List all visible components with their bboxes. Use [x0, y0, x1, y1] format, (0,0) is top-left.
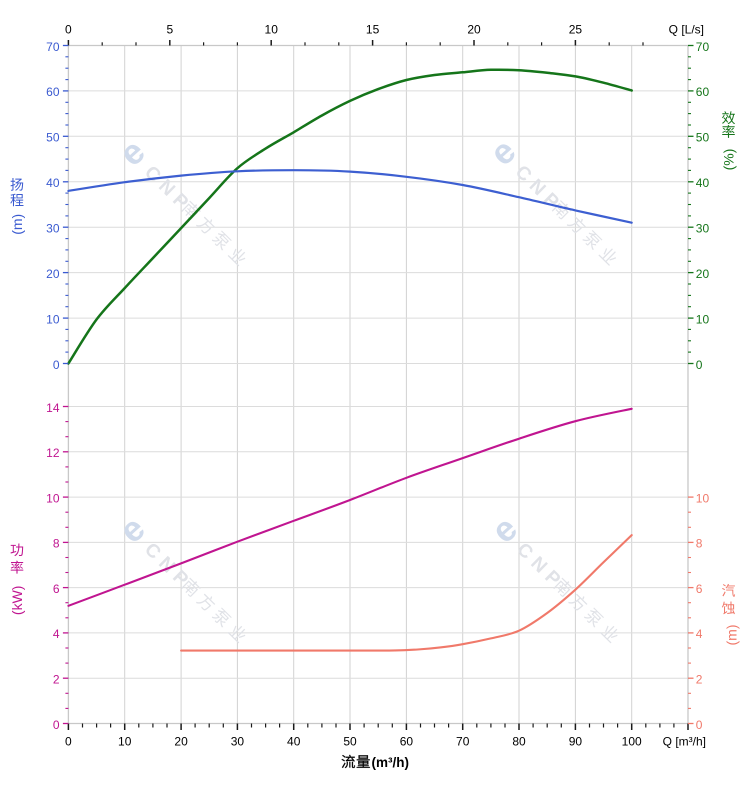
- svg-text:70: 70: [456, 735, 470, 749]
- svg-text:25: 25: [569, 23, 583, 37]
- svg-text:60: 60: [400, 735, 414, 749]
- svg-text:10: 10: [696, 491, 710, 505]
- svg-text:70: 70: [46, 40, 60, 54]
- svg-text:2: 2: [696, 673, 703, 687]
- svg-text:20: 20: [696, 267, 710, 281]
- svg-text:10: 10: [46, 312, 60, 326]
- svg-text:50: 50: [46, 131, 60, 145]
- svg-text:10: 10: [696, 312, 710, 326]
- svg-text:0: 0: [53, 718, 60, 732]
- svg-text:12: 12: [46, 446, 60, 460]
- svg-text:90: 90: [569, 735, 583, 749]
- svg-text:60: 60: [46, 85, 60, 99]
- svg-text:0: 0: [65, 735, 72, 749]
- svg-text:6: 6: [53, 582, 60, 596]
- svg-text:40: 40: [287, 735, 301, 749]
- svg-text:Q [L/s]: Q [L/s]: [669, 23, 704, 37]
- svg-text:5: 5: [166, 23, 173, 37]
- svg-text:2: 2: [53, 673, 60, 687]
- svg-text:(m³/h): (m³/h): [372, 755, 410, 770]
- svg-text:10: 10: [46, 491, 60, 505]
- svg-text:0: 0: [696, 358, 703, 372]
- svg-text:0: 0: [65, 23, 72, 37]
- svg-text:8: 8: [53, 537, 60, 551]
- svg-text:10: 10: [118, 735, 132, 749]
- svg-text:10: 10: [265, 23, 279, 37]
- svg-text:20: 20: [467, 23, 481, 37]
- svg-text:30: 30: [46, 222, 60, 236]
- svg-text:20: 20: [174, 735, 188, 749]
- svg-text:(m): (m): [9, 214, 25, 235]
- svg-text:20: 20: [46, 267, 60, 281]
- svg-text:50: 50: [343, 735, 357, 749]
- svg-text:30: 30: [696, 222, 710, 236]
- svg-text:40: 40: [46, 176, 60, 190]
- svg-text:100: 100: [622, 735, 642, 749]
- svg-text:30: 30: [231, 735, 245, 749]
- svg-text:15: 15: [366, 23, 380, 37]
- svg-text:4: 4: [696, 627, 703, 641]
- svg-text:70: 70: [696, 40, 710, 54]
- svg-text:Q [m³/h]: Q [m³/h]: [663, 735, 706, 749]
- svg-text:8: 8: [696, 537, 703, 551]
- svg-text:6: 6: [696, 582, 703, 596]
- svg-text:(m): (m): [723, 625, 739, 646]
- svg-text:40: 40: [696, 176, 710, 190]
- svg-text:(kW): (kW): [9, 586, 25, 616]
- svg-text:50: 50: [696, 131, 710, 145]
- svg-text:14: 14: [46, 401, 60, 415]
- svg-text:4: 4: [53, 627, 60, 641]
- svg-text:0: 0: [696, 718, 703, 732]
- svg-text:(%): (%): [720, 149, 736, 171]
- svg-text:0: 0: [53, 358, 60, 372]
- svg-text:80: 80: [512, 735, 526, 749]
- svg-text:60: 60: [696, 85, 710, 99]
